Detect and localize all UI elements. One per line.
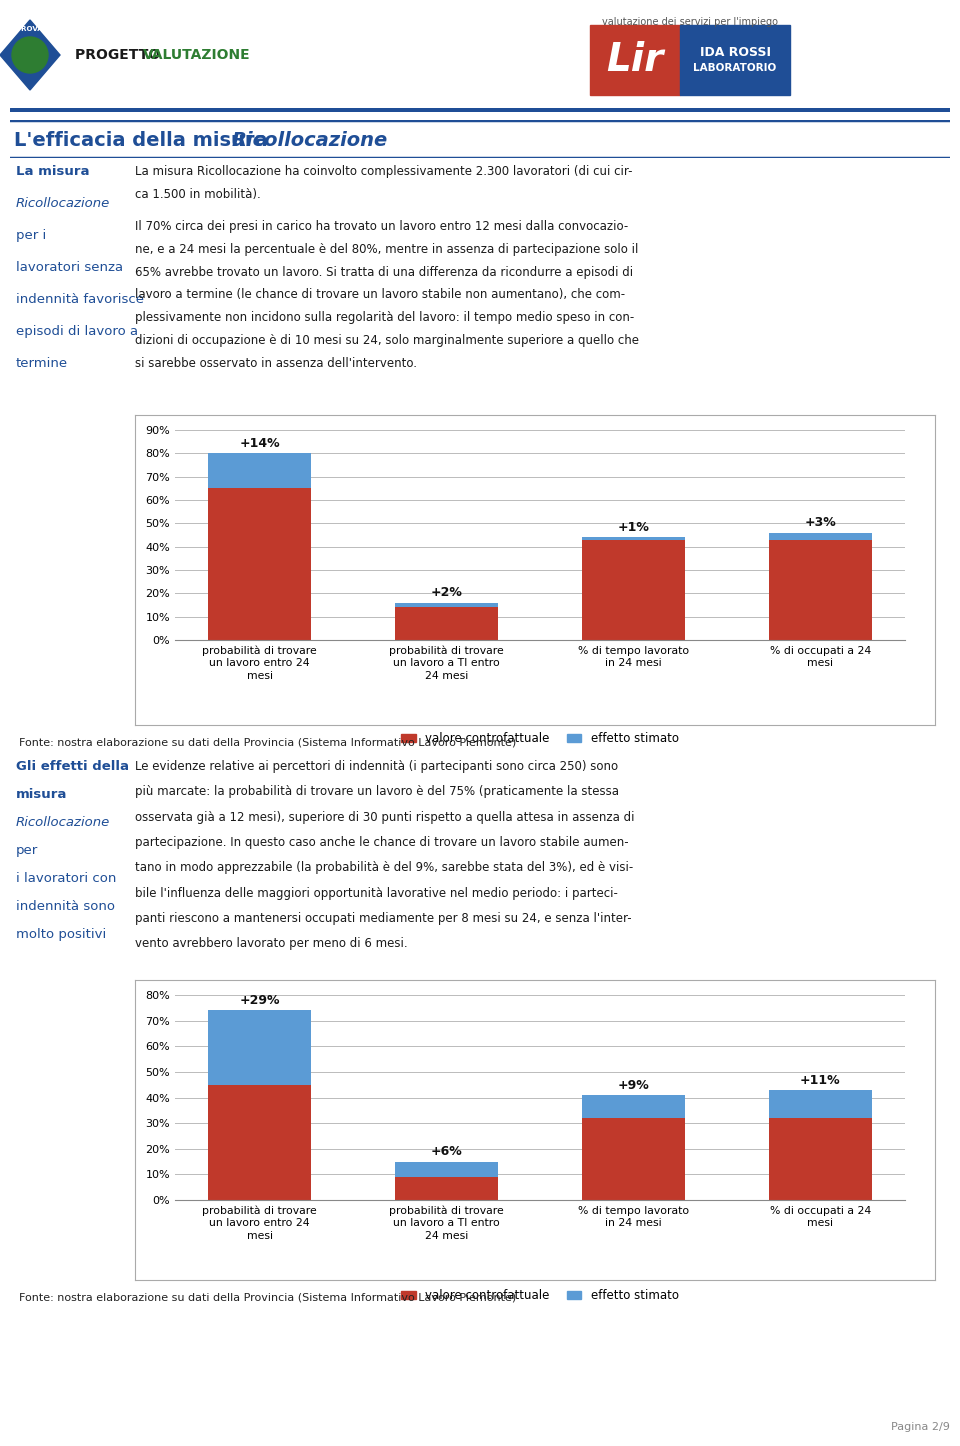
Bar: [582, 538, 684, 539]
Text: tano in modo apprezzabile (la probabilità è del 9%, sarebbe stata del 3%), ed è : tano in modo apprezzabile (la probabilit…: [135, 862, 634, 875]
Text: si sarebbe osservato in assenza dell'intervento.: si sarebbe osservato in assenza dell'int…: [135, 357, 417, 370]
Circle shape: [12, 38, 48, 72]
Text: La misura: La misura: [16, 165, 89, 178]
Text: episodi di lavoro a: episodi di lavoro a: [16, 325, 138, 338]
Text: Fonte: nostra elaborazione su dati della Provincia (Sistema Informativo Lavoro P: Fonte: nostra elaborazione su dati della…: [19, 737, 516, 748]
Text: Lir: Lir: [607, 40, 663, 80]
Text: per i: per i: [16, 228, 46, 241]
Bar: [769, 532, 872, 539]
Legend: valore controfattuale, effetto stimato: valore controfattuale, effetto stimato: [396, 727, 684, 749]
Text: indennità sono: indennità sono: [16, 899, 115, 912]
Text: Fonte: nostra elaborazione su dati della Provincia (Sistema Informativo Lavoro P: Fonte: nostra elaborazione su dati della…: [19, 1293, 516, 1303]
Text: L'efficacia della misura: L'efficacia della misura: [14, 130, 275, 149]
Bar: [582, 539, 684, 641]
Text: IDA ROSSI: IDA ROSSI: [700, 45, 771, 58]
Text: vento avrebbero lavorato per meno di 6 mesi.: vento avrebbero lavorato per meno di 6 m…: [135, 937, 408, 950]
Bar: [208, 1011, 311, 1084]
Text: PROVA: PROVA: [16, 26, 43, 32]
Text: Ricollocazione: Ricollocazione: [232, 130, 388, 149]
Bar: [396, 607, 498, 641]
Text: +14%: +14%: [239, 437, 280, 450]
Text: +3%: +3%: [804, 516, 836, 529]
Bar: [396, 603, 498, 607]
Text: più marcate: la probabilità di trovare un lavoro è del 75% (praticamente la stes: più marcate: la probabilità di trovare u…: [135, 785, 619, 798]
Text: indennità favorisce: indennità favorisce: [16, 294, 144, 307]
Text: molto positivi: molto positivi: [16, 928, 107, 941]
Text: +6%: +6%: [431, 1145, 463, 1158]
Text: +2%: +2%: [431, 586, 463, 599]
Text: ne, e a 24 mesi la percentuale è del 80%, mentre in assenza di partecipazione so: ne, e a 24 mesi la percentuale è del 80%…: [135, 243, 638, 256]
Text: osservata già a 12 mesi), superiore di 30 punti rispetto a quella attesa in asse: osservata già a 12 mesi), superiore di 3…: [135, 811, 635, 824]
Bar: [208, 1084, 311, 1200]
Legend: valore controfattuale, effetto stimato: valore controfattuale, effetto stimato: [396, 1284, 684, 1307]
Text: Ricollocazione: Ricollocazione: [16, 197, 110, 210]
Text: lavoratori senza: lavoratori senza: [16, 260, 123, 273]
Bar: [582, 1095, 684, 1118]
Text: per: per: [16, 844, 38, 857]
Text: +1%: +1%: [617, 521, 649, 534]
Text: PROGETTO: PROGETTO: [75, 48, 165, 62]
Text: La misura Ricollocazione ha coinvolto complessivamente 2.300 lavoratori (di cui : La misura Ricollocazione ha coinvolto co…: [135, 165, 633, 178]
Text: termine: termine: [16, 357, 68, 370]
Text: valutazione dei servizi per l'impiego: valutazione dei servizi per l'impiego: [602, 17, 778, 27]
Text: 65% avrebbe trovato un lavoro. Si tratta di una differenza da ricondurre a episo: 65% avrebbe trovato un lavoro. Si tratta…: [135, 266, 634, 279]
Bar: [208, 489, 311, 641]
Bar: [208, 454, 311, 489]
Bar: [769, 1118, 872, 1200]
Bar: [590, 25, 680, 95]
Text: +29%: +29%: [239, 995, 280, 1008]
Text: Le evidenze relative ai percettori di indennità (i partecipanti sono circa 250) : Le evidenze relative ai percettori di in…: [135, 761, 618, 774]
Text: misura: misura: [16, 788, 67, 801]
Text: Gli effetti della: Gli effetti della: [16, 761, 129, 774]
Bar: [769, 539, 872, 641]
Polygon shape: [0, 20, 60, 90]
Text: VALUTAZIONE: VALUTAZIONE: [143, 48, 251, 62]
Text: +9%: +9%: [617, 1079, 649, 1092]
Bar: [582, 1118, 684, 1200]
Bar: [769, 1090, 872, 1118]
Text: panti riescono a mantenersi occupati mediamente per 8 mesi su 24, e senza l'inte: panti riescono a mantenersi occupati med…: [135, 912, 632, 925]
Text: ca 1.500 in mobilità).: ca 1.500 in mobilità).: [135, 188, 261, 201]
Text: dizioni di occupazione è di 10 mesi su 24, solo marginalmente superiore a quello: dizioni di occupazione è di 10 mesi su 2…: [135, 334, 639, 347]
Text: plessivamente non incidono sulla regolarità del lavoro: il tempo medio speso in : plessivamente non incidono sulla regolar…: [135, 311, 635, 324]
Text: Il 70% circa dei presi in carico ha trovato un lavoro entro 12 mesi dalla convoc: Il 70% circa dei presi in carico ha trov…: [135, 220, 628, 233]
Text: Pagina 2/9: Pagina 2/9: [891, 1423, 950, 1433]
Text: +11%: +11%: [800, 1074, 841, 1087]
Bar: [680, 25, 790, 95]
Bar: [396, 1177, 498, 1200]
Text: i lavoratori con: i lavoratori con: [16, 872, 116, 885]
Text: LABORATORIO: LABORATORIO: [693, 64, 777, 72]
Text: lavoro a termine (le chance di trovare un lavoro stabile non aumentano), che com: lavoro a termine (le chance di trovare u…: [135, 288, 625, 301]
Bar: [396, 1161, 498, 1177]
Text: Ricollocazione: Ricollocazione: [16, 816, 110, 829]
Text: bile l'influenza delle maggiori opportunità lavorative nel medio periodo: i part: bile l'influenza delle maggiori opportun…: [135, 886, 618, 899]
Text: partecipazione. In questo caso anche le chance di trovare un lavoro stabile aume: partecipazione. In questo caso anche le …: [135, 836, 629, 849]
